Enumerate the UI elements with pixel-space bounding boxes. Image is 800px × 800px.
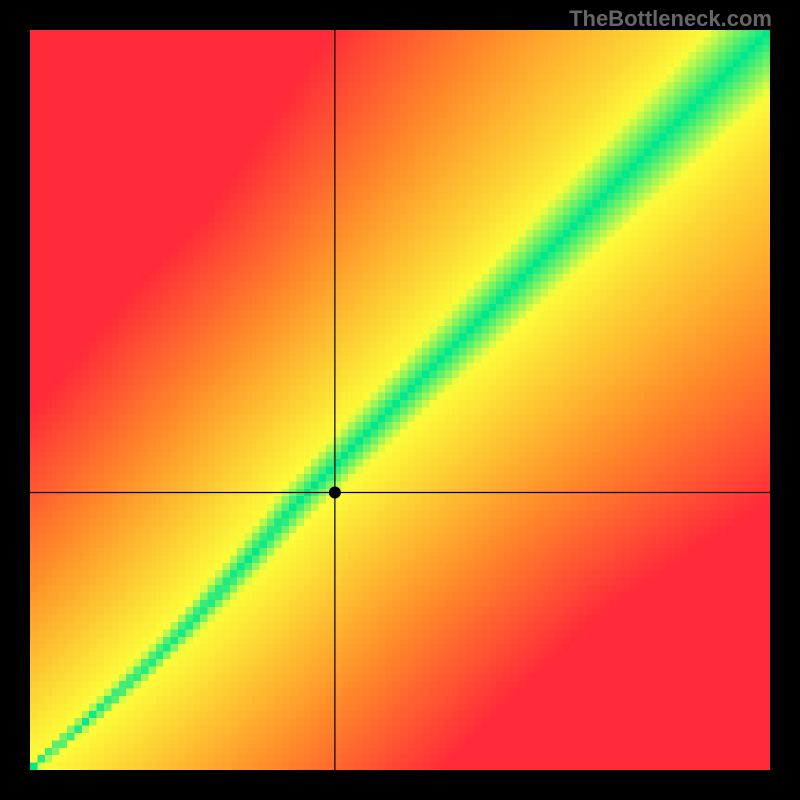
- watermark-text: TheBottleneck.com: [569, 6, 772, 32]
- chart-container: TheBottleneck.com: [0, 0, 800, 800]
- bottleneck-heatmap: [30, 30, 770, 770]
